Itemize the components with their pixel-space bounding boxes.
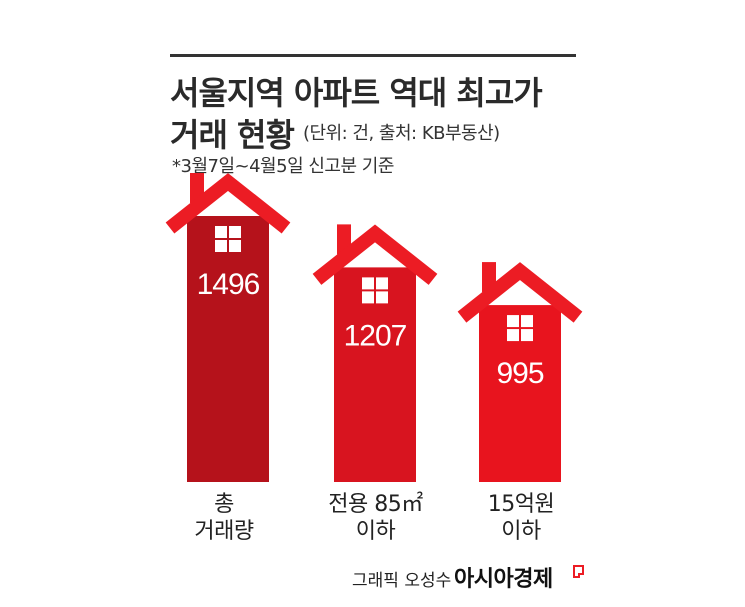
value-label-1.5bn: 995 bbox=[496, 357, 543, 390]
category-label-total-line1: 총 bbox=[214, 492, 234, 517]
category-label-85sqm-line1: 전용 85㎡ bbox=[328, 492, 423, 517]
roof-85sqm bbox=[312, 224, 438, 285]
window-pane-total-3 bbox=[229, 240, 241, 252]
window-pane-1.5bn-1 bbox=[521, 315, 533, 328]
bar-total bbox=[187, 216, 269, 482]
value-label-total: 1496 bbox=[197, 268, 260, 301]
window-pane-85sqm-2 bbox=[362, 291, 374, 304]
window-pane-1.5bn-0 bbox=[507, 315, 519, 328]
top-rule bbox=[170, 54, 576, 57]
category-label-1.5bn-line2: 이하 bbox=[501, 519, 541, 544]
bar-1.5bn bbox=[479, 305, 561, 482]
graphic-credit: 그래픽 오성수 bbox=[352, 571, 452, 591]
chart-title-line1: 서울지역 아파트 역대 최고가 bbox=[170, 74, 543, 112]
window-pane-total-1 bbox=[229, 226, 241, 238]
category-label-85sqm: 전용 85㎡ 이하 bbox=[313, 491, 438, 545]
window-pane-1.5bn-3 bbox=[521, 329, 533, 342]
window-pane-85sqm-1 bbox=[376, 277, 388, 290]
brand-mark-icon bbox=[573, 565, 584, 578]
category-label-85sqm-line2: 이하 bbox=[355, 519, 396, 544]
category-label-total-line2: 거래량 bbox=[194, 519, 254, 544]
window-pane-1.5bn-2 bbox=[507, 329, 519, 342]
roof-1.5bn bbox=[457, 262, 583, 323]
roof-total bbox=[165, 173, 291, 234]
category-label-1.5bn-line1: 15억원 bbox=[487, 492, 555, 517]
window-pane-85sqm-3 bbox=[376, 291, 388, 304]
category-label-1.5bn: 15억원 이하 bbox=[462, 491, 580, 545]
category-label-total: 총 거래량 bbox=[168, 491, 280, 545]
value-label-85sqm: 1207 bbox=[344, 319, 407, 352]
brand-logo-text: 아시아경제 bbox=[454, 567, 553, 592]
window-pane-85sqm-0 bbox=[362, 277, 374, 290]
bar-85sqm bbox=[334, 267, 416, 482]
window-pane-total-2 bbox=[215, 240, 227, 252]
footnote: *3월7일~4월5일 신고분 기준 bbox=[172, 156, 394, 177]
chart-title-line2: 거래 현황 bbox=[170, 116, 295, 154]
unit-source-label: (단위: 건, 출처: KB부동산) bbox=[303, 123, 500, 144]
window-pane-total-0 bbox=[215, 226, 227, 238]
